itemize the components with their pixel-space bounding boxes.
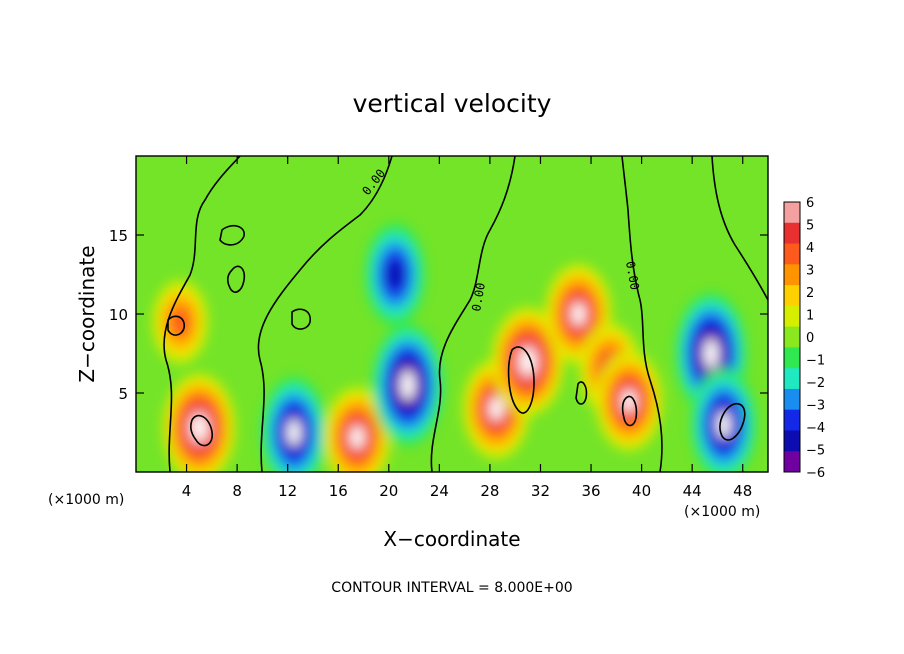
zero-contour-line: [163, 156, 241, 472]
colorbar-swatch: [784, 368, 800, 390]
zero-contour-loop: [219, 224, 245, 246]
colorbar-tick-label: −5: [806, 444, 825, 459]
colorbar-swatch: [784, 430, 800, 452]
core-contour-loop: [507, 346, 535, 414]
core-contour-loop: [575, 381, 588, 405]
velocity-core: [571, 302, 586, 326]
y-tick-label: 15: [109, 227, 128, 245]
y-axis: 5 10 15: [109, 227, 768, 403]
colorbar-tick-label: −6: [806, 466, 825, 481]
velocity-core: [520, 348, 536, 375]
velocity-core: [703, 338, 719, 369]
colorbar-swatch: [784, 326, 800, 348]
velocity-core: [717, 411, 731, 439]
zero-contour-line: [430, 156, 516, 472]
velocity-core: [622, 388, 636, 413]
y-tick-label: 5: [118, 385, 128, 403]
x-tick-label: 20: [379, 482, 398, 500]
velocity-field: [152, 222, 757, 472]
core-contour-loop: [190, 414, 213, 447]
x-tick-label: 40: [632, 482, 651, 500]
zero-contours: [163, 156, 768, 472]
x-tick-label: 4: [182, 482, 192, 500]
velocity-cell: [386, 260, 404, 289]
zero-contour-loop: [167, 315, 186, 336]
colorbar-tick-label: 6: [806, 196, 814, 211]
colorbar-tick-label: 5: [806, 219, 814, 234]
x-tick-label: 28: [480, 482, 499, 500]
zero-contour-loop: [291, 308, 311, 330]
colorbar-swatch: [784, 305, 800, 328]
colorbar-swatch: [784, 222, 800, 245]
x-tick-label: 36: [581, 482, 600, 500]
zero-contour-loop: [227, 265, 246, 293]
colorbar-tick-label: −2: [806, 376, 825, 391]
velocity-core: [192, 414, 207, 441]
colorbar-tick-label: 2: [806, 286, 814, 301]
colorbar-swatch: [784, 347, 800, 369]
colorbar-tick-label: 0: [806, 331, 814, 346]
velocity-core: [400, 370, 415, 400]
colorbar-tick-label: 4: [806, 241, 814, 256]
x-axis: 4 8 12 16 20 24 28 32 36 40 44 48: [182, 156, 752, 500]
colorbar-swatch: [784, 243, 800, 265]
x-tick-label: 12: [278, 482, 297, 500]
colorbar-swatch: [784, 409, 800, 431]
y-axis-label: Z−coordinate: [75, 245, 99, 382]
contour-label: 0.00: [623, 260, 642, 291]
colorbar-swatch: [784, 202, 800, 224]
zero-contour-line: [711, 156, 768, 301]
colorbar-frame: [783, 201, 801, 473]
zero-contour-line: [621, 156, 663, 472]
chart-title: vertical velocity: [353, 89, 552, 118]
zero-contour-line: [257, 156, 393, 472]
x-tick-label: 24: [430, 482, 449, 500]
x-axis-label: X−coordinate: [383, 527, 520, 551]
colorbar-tick-label: −1: [806, 354, 825, 369]
x-tick-label: 44: [683, 482, 702, 500]
core-contour-loop: [621, 395, 638, 427]
colorbar-swatch: [784, 388, 800, 411]
velocity-core: [287, 418, 301, 447]
colorbar: 6 5 4 3 2 1 0 −1 −2 −3 −4 −5 −6: [783, 196, 825, 481]
x-tick-label: 8: [232, 482, 242, 500]
velocity-cell: [171, 308, 190, 336]
y-tick-label: 10: [109, 306, 128, 324]
y-unit-label: (×1000 m): [684, 504, 760, 520]
plot-area: [136, 156, 768, 472]
x-tick-label: 48: [733, 482, 752, 500]
plot-background: [136, 156, 768, 472]
x-tick-label: 16: [329, 482, 348, 500]
velocity-core: [350, 425, 364, 450]
colorbar-tick-label: 1: [806, 309, 814, 324]
core-contour-loop: [719, 402, 746, 441]
colorbar-swatch: [784, 451, 800, 473]
contour-interval-footer: CONTOUR INTERVAL = 8.000E+00: [331, 580, 572, 596]
x-unit-label: (×1000 m): [48, 492, 124, 508]
velocity-core: [489, 396, 503, 421]
colorbar-tick-label: 3: [806, 264, 814, 279]
colorbar-tick-label: −4: [806, 421, 825, 436]
x-tick-label: 32: [531, 482, 550, 500]
colorbar-tick-label: −3: [806, 399, 825, 414]
colorbar-swatch: [784, 264, 800, 286]
contour-label: 0.00: [469, 282, 488, 313]
colorbar-swatch: [784, 285, 800, 307]
